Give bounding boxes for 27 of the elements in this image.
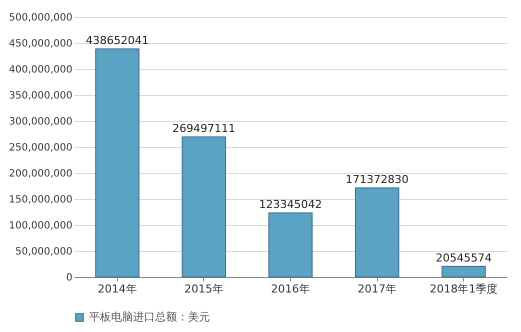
legend-label: 平板电脑进口总额：美元: [89, 310, 210, 324]
y-tick-label: 250,000,000: [8, 142, 72, 154]
data-label: 171372830: [346, 172, 409, 186]
bar: [354, 187, 400, 278]
x-tick-label: 2014年: [98, 282, 137, 296]
data-label: 20545574: [436, 251, 492, 264]
data-label: 123345042: [259, 198, 322, 211]
bar: [268, 212, 313, 278]
x-tick-label: 2016年: [271, 282, 310, 296]
y-tick-label: 500,000,000: [8, 12, 72, 24]
bar: [442, 266, 486, 278]
x-tick-label: 2017年: [358, 282, 397, 296]
bar: [95, 48, 140, 278]
y-tick-label: 200,000,000: [8, 168, 72, 180]
y-tick-label: 150,000,000: [8, 194, 72, 206]
y-tick-label: 450,000,000: [8, 38, 72, 50]
y-tick-label: 50,000,000: [15, 246, 72, 258]
data-label: 269497111: [172, 122, 236, 135]
bar: [182, 136, 226, 278]
y-tick-label: 350,000,000: [8, 90, 72, 102]
y-tick-label: 400,000,000: [8, 64, 72, 76]
x-tick-label: 2018年1季度: [430, 282, 498, 296]
y-tick-label: 100,000,000: [8, 220, 72, 232]
data-label: 438652041: [86, 34, 149, 47]
y-tick-label: 0: [66, 272, 72, 284]
y-tick-label: 300,000,000: [8, 116, 72, 128]
x-tick-label: 2015年: [184, 282, 224, 296]
